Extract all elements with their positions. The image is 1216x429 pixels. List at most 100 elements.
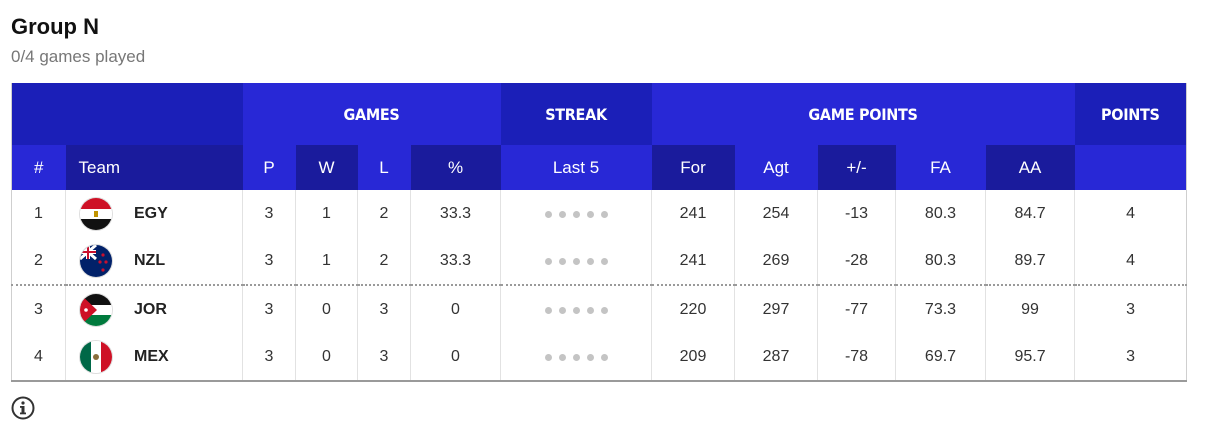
last5-cell [500, 285, 652, 333]
team-abbr: EGY [134, 204, 168, 222]
streak-group-header: STREAK [500, 83, 652, 145]
wins-column-header[interactable]: W [295, 145, 358, 190]
streak-dot [544, 306, 552, 314]
team-abbr: NZL [134, 251, 166, 269]
last5-cell [500, 237, 652, 286]
last5-cell [500, 190, 652, 237]
aa-cell: 89.7 [985, 237, 1076, 286]
team-abbr: MEX [134, 347, 169, 365]
against-cell: 269 [734, 237, 818, 286]
percent-cell: 33.3 [410, 190, 501, 237]
streak-dot [572, 306, 580, 314]
streak-dot [600, 210, 608, 218]
group-header-blank [11, 83, 243, 145]
rank-column-header[interactable]: # [11, 145, 66, 190]
rank-cell: 2 [11, 237, 66, 286]
percent-column-header[interactable]: % [410, 145, 501, 190]
points-column-header [1074, 145, 1187, 190]
wins-cell: 0 [295, 333, 358, 381]
for-cell: 220 [651, 285, 735, 333]
streak-dot [544, 257, 552, 265]
games-group-header: GAMES [242, 83, 501, 145]
against-cell: 297 [734, 285, 818, 333]
rank-cell: 1 [11, 190, 66, 237]
against-column-header[interactable]: Agt [734, 145, 818, 190]
game-points-group-header: GAME POINTS [651, 83, 1075, 145]
diff-cell: -28 [817, 237, 896, 286]
streak-dots [544, 210, 608, 218]
for-column-header[interactable]: For [651, 145, 735, 190]
table-row: 3 JOR 3 0 3 0 220 297 -77 73.3 99 3 [11, 285, 1187, 333]
streak-dot [558, 306, 566, 314]
new-zealand-flag-icon [80, 244, 112, 277]
rank-cell: 4 [11, 333, 66, 381]
fa-cell: 73.3 [895, 285, 986, 333]
last5-column-header[interactable]: Last 5 [500, 145, 652, 190]
team-cell[interactable]: NZL [65, 237, 243, 286]
percent-cell: 0 [410, 333, 501, 381]
for-cell: 241 [651, 190, 735, 237]
last5-cell [500, 333, 652, 381]
streak-dot [544, 210, 552, 218]
losses-column-header[interactable]: L [357, 145, 411, 190]
points-cell: 3 [1126, 347, 1136, 365]
team-column-header[interactable]: Team [65, 145, 243, 190]
points-cell: 3 [1126, 300, 1136, 318]
group-header-row: GAMES STREAK GAME POINTS POINTS [11, 83, 1187, 145]
against-cell: 287 [734, 333, 818, 381]
rank-cell: 3 [11, 285, 66, 333]
played-cell: 3 [242, 237, 296, 286]
streak-dot [572, 353, 580, 361]
team-cell[interactable]: JOR [65, 285, 243, 333]
diff-cell: -78 [817, 333, 896, 381]
streak-dot [600, 257, 608, 265]
streak-dot [544, 353, 552, 361]
for-cell: 241 [651, 237, 735, 286]
played-cell: 3 [242, 190, 296, 237]
percent-cell: 33.3 [410, 237, 501, 286]
losses-cell: 2 [357, 237, 411, 286]
points-cell: 4 [1126, 204, 1136, 222]
table-row: 1 EGY 3 1 2 33.3 241 254 -13 80.3 84.7 4 [11, 190, 1187, 237]
diff-cell: -77 [817, 285, 896, 333]
against-cell: 254 [734, 190, 818, 237]
aa-cell: 84.7 [985, 190, 1076, 237]
wins-cell: 1 [295, 237, 358, 286]
streak-dots [544, 306, 608, 314]
team-cell[interactable]: MEX [65, 333, 243, 381]
losses-cell: 3 [357, 333, 411, 381]
aa-column-header[interactable]: AA [985, 145, 1075, 190]
jordan-flag-icon [80, 293, 112, 326]
streak-dot [586, 306, 594, 314]
played-cell: 3 [242, 285, 296, 333]
table-row: 4 MEX 3 0 3 0 209 287 -78 69.7 95.7 3 [11, 333, 1187, 381]
info-icon[interactable] [11, 396, 35, 420]
streak-dot [586, 257, 594, 265]
aa-cell: 95.7 [985, 333, 1076, 381]
fa-cell: 80.3 [895, 237, 986, 286]
losses-cell: 3 [357, 285, 411, 333]
wins-cell: 1 [295, 190, 358, 237]
aa-cell: 99 [985, 285, 1076, 333]
fa-column-header[interactable]: FA [895, 145, 986, 190]
points-group-header: POINTS [1074, 83, 1187, 145]
for-cell: 209 [651, 333, 735, 381]
streak-dot [600, 353, 608, 361]
diff-column-header[interactable]: +/- [817, 145, 896, 190]
points-cell: 4 [1074, 237, 1187, 286]
group-title: Group N [11, 14, 99, 39]
fa-cell: 80.3 [895, 190, 986, 237]
streak-dot [572, 210, 580, 218]
wins-cell: 0 [295, 285, 358, 333]
streak-dots [544, 353, 608, 361]
table-row: 2 NZL 3 1 2 33.3 241 269 -28 80.3 89.7 4 [11, 237, 1187, 286]
streak-dots [544, 257, 608, 265]
egypt-flag-icon [80, 197, 112, 230]
streak-dot [558, 257, 566, 265]
streak-dot [572, 257, 580, 265]
played-column-header[interactable]: P [242, 145, 296, 190]
diff-cell: -13 [817, 190, 896, 237]
percent-cell: 0 [410, 285, 501, 333]
team-abbr: JOR [134, 300, 167, 318]
team-cell[interactable]: EGY [65, 190, 243, 237]
